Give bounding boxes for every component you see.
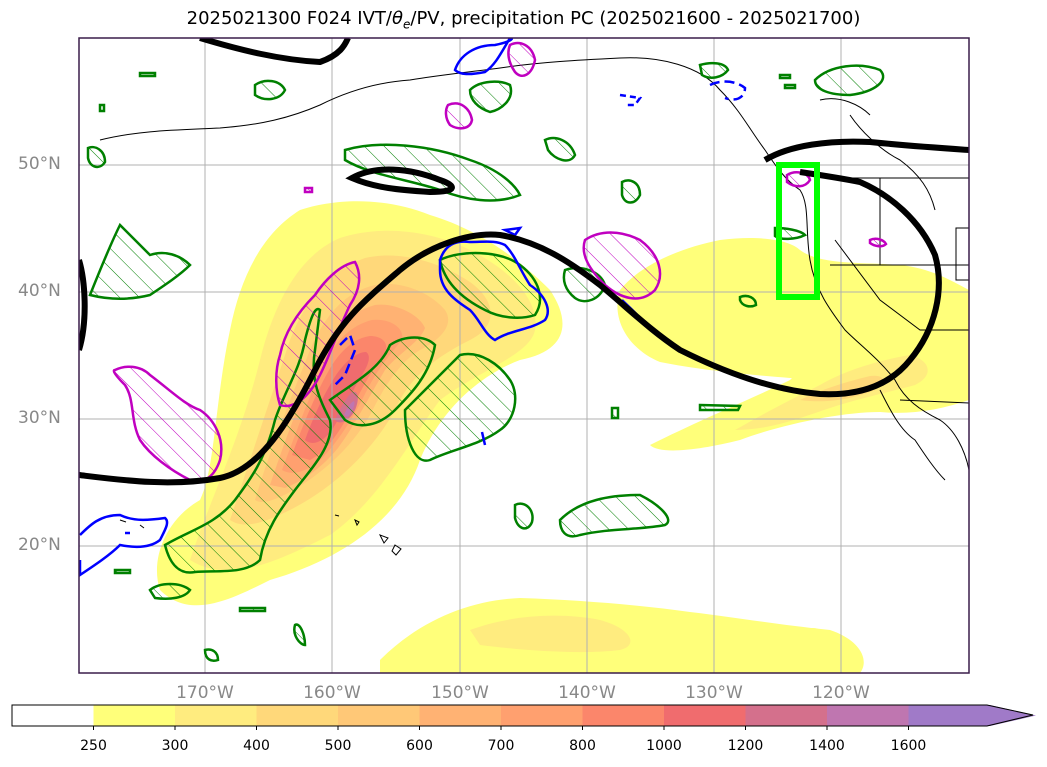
lon-label-120w: 120°W xyxy=(812,683,870,703)
lon-label-170w: 170°W xyxy=(176,683,234,703)
colorbar-segment xyxy=(582,705,665,726)
green-hatched-contours xyxy=(86,61,885,662)
lon-label-150w: 150°W xyxy=(431,683,489,703)
map-panel xyxy=(78,37,970,674)
magenta-hatched-contours xyxy=(112,41,888,483)
lon-label-160w: 160°W xyxy=(303,683,361,703)
theta-symbol: θ xyxy=(391,8,403,29)
colorbar-tick-label: 500 xyxy=(324,738,352,754)
lon-label-140w: 140°W xyxy=(558,683,616,703)
colorbar-tick-label: 600 xyxy=(406,738,433,754)
jet-contours xyxy=(79,38,969,486)
colorbar-segment xyxy=(501,705,583,726)
colorbar-segment xyxy=(338,705,420,726)
colorbar-tick-label: 300 xyxy=(161,738,189,754)
lat-label-20n: 20°N xyxy=(18,535,61,555)
target-box xyxy=(776,162,820,300)
colorbar-segment xyxy=(93,705,176,726)
colorbar-outline xyxy=(11,704,1034,727)
colorbar-tick-label: 1000 xyxy=(646,738,682,754)
theta-subscript: e xyxy=(403,17,411,32)
colorbar-segment xyxy=(908,705,1036,726)
colorbar xyxy=(11,704,1036,730)
colorbar-tick-label: 800 xyxy=(569,738,596,754)
lat-label-30n: 30°N xyxy=(18,408,61,428)
lat-label-50n: 50°N xyxy=(18,154,61,174)
colorbar-tick-label: 1600 xyxy=(890,738,927,754)
map-frame xyxy=(78,37,970,674)
colorbar-tick-label: 250 xyxy=(80,738,107,754)
lat-label-40n: 40°N xyxy=(18,281,61,301)
map-title: 2025021300 F024 IVT/θe/PV, precipitation… xyxy=(186,8,861,32)
coastlines xyxy=(99,57,969,556)
colorbar-tick-label: 400 xyxy=(243,738,270,754)
colorbar-segment xyxy=(256,705,339,726)
colorbar-tick-label: 1400 xyxy=(809,738,845,754)
colorbar-segment xyxy=(745,705,828,726)
colorbar-segment xyxy=(827,705,909,726)
colorbar-segment xyxy=(12,705,94,726)
colorbar-segment xyxy=(175,705,257,726)
colorbar-segment xyxy=(419,705,502,726)
colorbar-tick-label: 700 xyxy=(487,738,515,754)
colorbar-tick-label: 1200 xyxy=(727,738,764,754)
colorbar-segment xyxy=(664,705,746,726)
lon-label-130w: 130°W xyxy=(685,683,743,703)
